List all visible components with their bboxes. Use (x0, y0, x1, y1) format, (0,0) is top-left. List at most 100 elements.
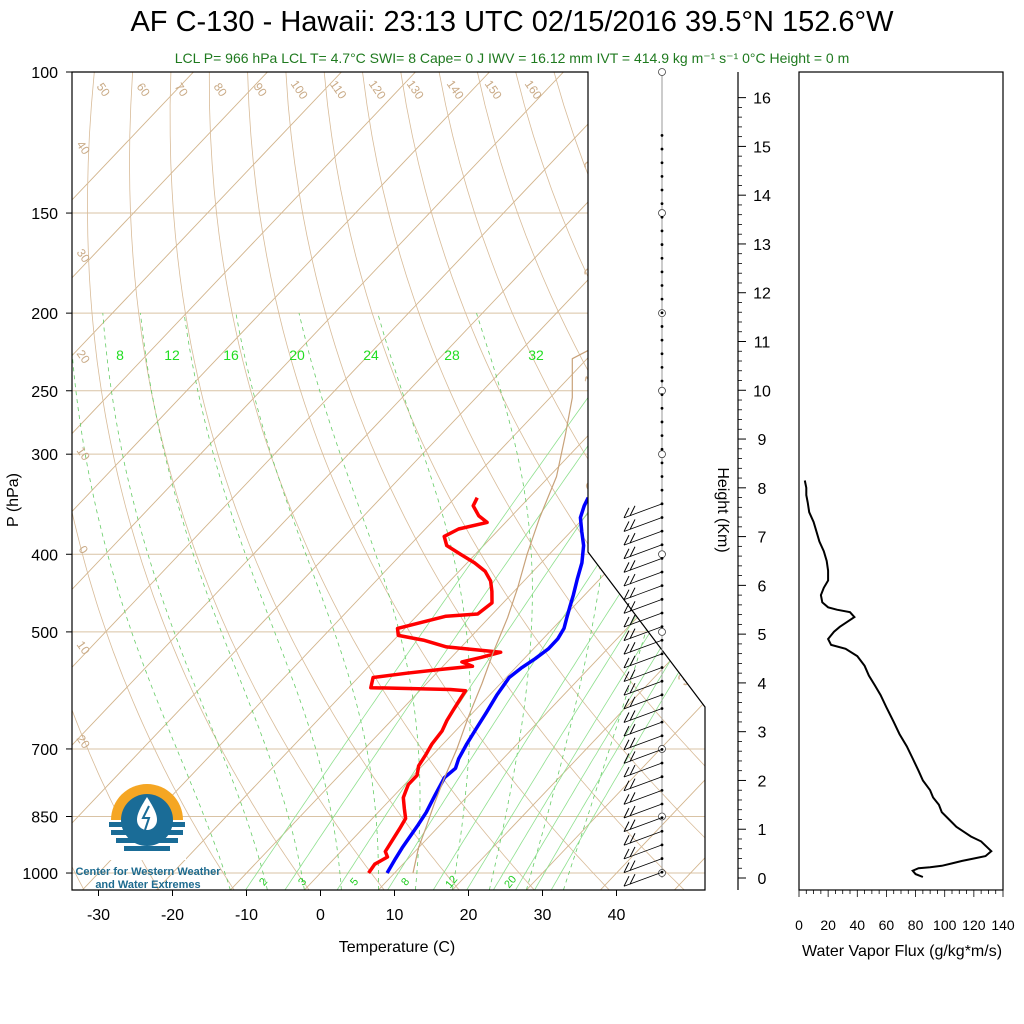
moist-adiabat-line (72, 346, 231, 890)
wind-barb-flag (629, 587, 636, 598)
wind-barb-staff (623, 789, 663, 805)
mixing-ratio-label: 8 (399, 876, 412, 888)
sounding-series-line (412, 286, 705, 874)
dry-adiabat-label: 60 (134, 80, 153, 99)
dry-adiabat-label: 50 (94, 80, 113, 99)
wv-axis-label: Water Vapor Flux (g/kg*m/s) (802, 943, 1002, 960)
wind-dot (660, 311, 664, 315)
y-tick-label: 400 (31, 547, 58, 564)
wind-dot (660, 325, 664, 328)
moist-adiabat-line (183, 313, 342, 890)
isotherm-line (72, 72, 342, 357)
mixing-ratio-line (550, 627, 705, 890)
wind-dot (660, 556, 664, 560)
mixing-ratio-label: 32 (528, 347, 544, 363)
dry-adiabat-line (822, 72, 1024, 890)
skewt-series-group (367, 286, 705, 874)
skewt-background-grid (72, 72, 1024, 890)
wind-barb-flag (623, 603, 630, 614)
x-tick-label: 0 (316, 907, 325, 924)
wind-barb-flag (629, 778, 636, 789)
wind-barb-flag (623, 575, 630, 587)
y-tick-label: 300 (31, 447, 58, 464)
mixing-ratio-label: 16 (223, 347, 239, 363)
dry-adiabat-line (323, 72, 705, 839)
moist-adiabat-line (526, 313, 611, 890)
y-tick-label: 1000 (22, 866, 58, 883)
wind-barb-flag (629, 628, 636, 639)
wv-tick-label: 0 (795, 917, 803, 933)
wv-tick-label: 120 (962, 917, 986, 933)
wv-tick-label: 100 (933, 917, 957, 933)
wind-barb-flag (623, 684, 630, 696)
wind-barb-staff (623, 721, 663, 737)
logo-text: Center for Western Weather and Water Ext… (58, 866, 238, 892)
isotherm-label: 40 (74, 138, 93, 157)
x-tick-label: -10 (235, 907, 258, 924)
dry-adiabat-line (477, 72, 705, 551)
dry-adiabat-label: 80 (211, 80, 230, 99)
x-tick-label: -20 (161, 907, 184, 924)
wind-barb-flag (629, 710, 636, 721)
cw3e-logo (108, 784, 186, 860)
dry-adiabat-line (72, 708, 160, 890)
isotherm-line (452, 623, 705, 890)
wind-dot (660, 584, 664, 588)
wind-barb-staff (623, 803, 663, 819)
wind-dot (660, 202, 664, 206)
wind-barb-flag (623, 753, 630, 764)
x-tick-label: 30 (534, 907, 552, 924)
wind-dot (660, 270, 664, 274)
wind-dot (660, 284, 664, 287)
wind-barb-flag (623, 562, 630, 573)
dry-adiabat-line (247, 72, 610, 890)
wind-barb-flag (623, 835, 630, 846)
wind-barb-flag (629, 505, 636, 517)
wind-barb-flag (629, 573, 636, 585)
wv-frame (798, 71, 1004, 891)
wind-barb-flag (623, 725, 630, 737)
wind-barb-staff (623, 735, 663, 751)
isotherm-line (72, 72, 416, 435)
wind-barb-flag (629, 519, 636, 530)
chart-title: AF C-130 - Hawaii: 23:13 UTC 02/15/2016 … (130, 6, 894, 38)
wind-barb-flag (623, 630, 630, 641)
sounding-series-line (367, 496, 503, 874)
moist-adiabat-line (140, 313, 305, 890)
wind-barb-flag (629, 751, 636, 762)
mixing-ratio-label: 2 (257, 876, 270, 888)
wind-barb-flag (623, 589, 630, 600)
wv-series-line (803, 480, 993, 878)
isotherm-label: 20 (74, 347, 93, 366)
y-axis-label: P (hPa) (5, 473, 22, 527)
isotherm-line (72, 72, 268, 279)
dry-adiabat-label: 140 (444, 77, 467, 102)
wind-barb-staff (623, 776, 663, 792)
wv-tick-label: 140 (991, 917, 1015, 933)
wind-barb-flag (623, 794, 630, 805)
dry-adiabat-line (72, 509, 235, 890)
isotherm-line (72, 78, 705, 746)
isotherm-line (82, 233, 705, 890)
isotherm-label: 30 (74, 246, 93, 265)
height-tick-label: 5 (758, 627, 767, 644)
wind-calm-circle (658, 450, 666, 459)
logo-text-line2: and Water Extremes (95, 879, 201, 891)
wv-tick-label: 20 (820, 917, 836, 933)
dry-adiabat-label: 100 (288, 77, 311, 102)
height-tick-label: 13 (753, 237, 771, 254)
height-tick-label: 1 (758, 822, 767, 839)
wind-calm-circle (658, 550, 666, 559)
moist-adiabat-line (377, 312, 471, 890)
isotherm-line (378, 545, 705, 890)
dry-adiabat-line (129, 72, 385, 890)
dry-adiabat-label: 110 (327, 78, 350, 102)
dry-adiabat-label: 70 (172, 80, 191, 99)
wind-barb-flag (623, 766, 630, 778)
wind-dot (660, 857, 664, 860)
wind-dot (660, 215, 664, 219)
wind-dot (660, 543, 664, 547)
mixing-ratio-label: 28 (444, 347, 460, 363)
wind-barb-flag (629, 819, 636, 830)
